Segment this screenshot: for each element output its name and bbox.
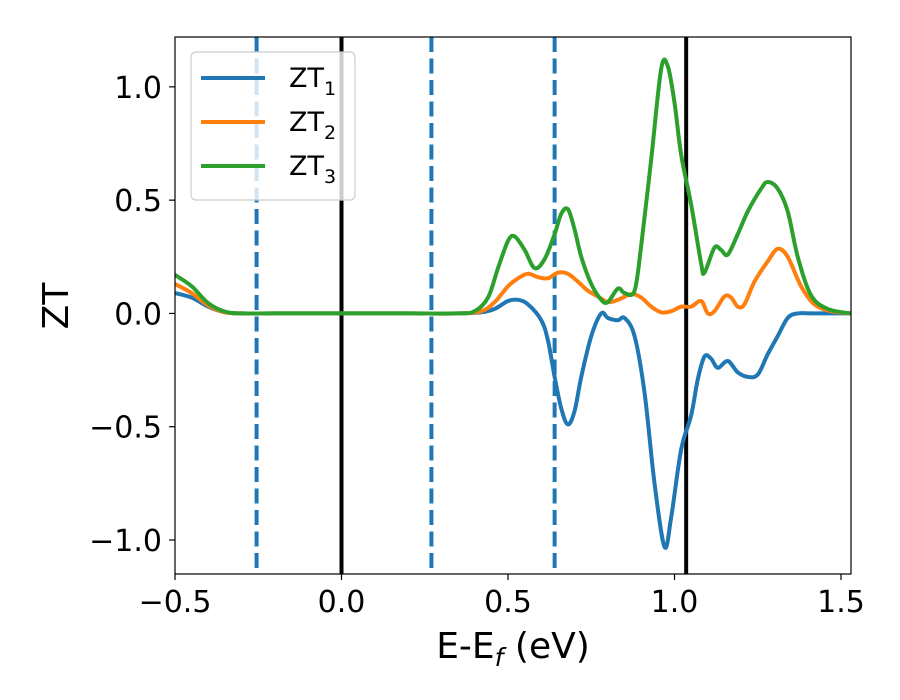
y-tick-label-2: 0.0 — [114, 297, 162, 332]
x-axis-label: E-Ef (eV) — [436, 626, 590, 672]
x-tick-label-2: 0.5 — [484, 585, 532, 620]
legend-label-2: ZT2 — [289, 107, 336, 144]
legend-frame — [190, 51, 356, 201]
y-tick-label-3: 0.5 — [114, 184, 162, 219]
y-tick-label-4: 1.0 — [114, 71, 162, 106]
y-axis-label: ZT — [36, 282, 77, 330]
y-tick-label-0: −1.0 — [89, 524, 162, 559]
series-lines — [175, 57, 851, 550]
series-line-1 — [175, 291, 851, 550]
x-axis-ticks: −0.5 0.0 0.5 1.0 1.5 — [139, 574, 865, 620]
series-line-2 — [175, 246, 851, 317]
x-tick-label-4: 1.5 — [817, 585, 865, 620]
series-line-3 — [175, 57, 851, 316]
y-tick-label-1: −0.5 — [89, 411, 162, 446]
x-tick-label-1: 0.0 — [318, 585, 366, 620]
x-tick-label-0: −0.5 — [139, 585, 212, 620]
y-axis-ticks: −1.0 −0.5 0.0 0.5 1.0 — [89, 71, 175, 559]
legend: ZT1 ZT2 ZT3 — [190, 51, 356, 201]
x-tick-label-3: 1.0 — [651, 585, 699, 620]
legend-label-1: ZT1 — [289, 63, 336, 100]
plot-frame — [174, 36, 852, 575]
legend-label-3: ZT3 — [289, 151, 336, 188]
